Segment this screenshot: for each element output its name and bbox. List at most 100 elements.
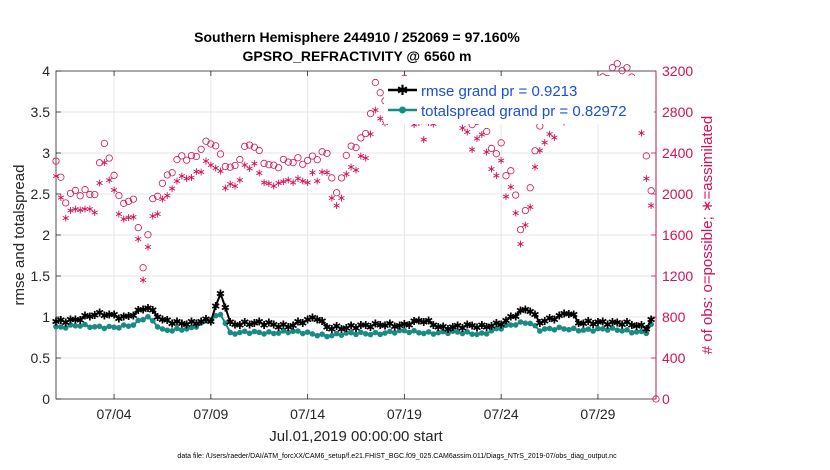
rmse-point: ✱ (453, 320, 462, 332)
obs-assimilated-marker: ∗ (351, 164, 360, 176)
obs-assimilated-marker: ∗ (66, 205, 75, 217)
rmse-point: ✱ (303, 315, 312, 327)
totalspread-point (551, 326, 558, 333)
obs-assimilated-marker: ∗ (284, 174, 293, 186)
rmse-point: ✱ (511, 311, 520, 323)
obs-possible-marker (642, 152, 650, 160)
totalspread-point (517, 319, 524, 325)
obs-possible-marker (192, 152, 200, 161)
totalspread-point (58, 324, 64, 330)
rmse-point: ✱ (550, 315, 559, 327)
obs-assimilated-marker: ∗ (492, 170, 501, 182)
obs-possible-marker (299, 160, 307, 168)
rmse-point: ✱ (322, 322, 331, 334)
obs-assimilated-marker: ∗ (516, 239, 525, 251)
obs-possible-marker (221, 162, 229, 171)
obs-assimilated-marker: ∗ (647, 200, 656, 212)
rmse-point: ✱ (226, 317, 235, 329)
rmse-point: ✱ (622, 317, 631, 329)
obs-assimilated-marker: ∗ (356, 150, 365, 162)
rmse-point: ✱ (564, 309, 573, 321)
obs-assimilated-marker: ∗ (255, 167, 264, 179)
obs-assimilated-marker: ∗ (288, 177, 297, 189)
totalspread-point (580, 327, 587, 333)
rmse-point: ✱ (129, 310, 138, 322)
obs-possible-marker (110, 171, 118, 179)
obs-possible-marker (183, 156, 191, 164)
totalspread-point (638, 328, 645, 335)
obs-assimilated-marker: ∗ (80, 203, 89, 215)
obs-assimilated-marker: ∗ (298, 176, 307, 188)
totalspread-point (82, 321, 88, 328)
obs-assimilated-marker: ∗ (322, 167, 331, 179)
obs-possible-marker (100, 139, 108, 148)
obs-assimilated-marker: ∗ (226, 178, 235, 190)
rmse-point: ✱ (463, 320, 472, 332)
y2-tick-label: 1200 (662, 268, 693, 284)
obs-possible-marker (124, 197, 133, 205)
totalspread-point (595, 325, 601, 332)
y2-axis-label: # of obs: o=possible; ∗=assimilated (699, 116, 716, 355)
rmse-point: ✱ (516, 305, 525, 317)
obs-possible-marker (95, 159, 104, 167)
y2-tick-label: 800 (662, 309, 686, 325)
totalspread-point (416, 329, 422, 336)
rmse-point: ✱ (526, 307, 535, 319)
totalspread-point (154, 324, 161, 330)
obs-assimilated-marker: ∗ (332, 200, 341, 212)
obs-assimilated-marker: ∗ (168, 183, 177, 195)
totalspread-point (488, 327, 495, 334)
totalspread-point (77, 323, 83, 329)
obs-assimilated-marker: ∗ (313, 175, 322, 187)
legend-background (384, 76, 654, 124)
rmse-point: ✱ (61, 317, 70, 329)
obs-assimilated-marker: ∗ (409, 119, 418, 131)
obs-possible-marker (260, 159, 268, 168)
obs-assimilated-marker: ∗ (197, 167, 206, 179)
obs-possible-marker (362, 129, 370, 138)
rmse-point: ✱ (245, 320, 254, 332)
obs-assimilated-marker: ∗ (293, 173, 302, 185)
rmse-point: ✱ (429, 320, 438, 332)
x-tick-label: 07/24 (484, 406, 519, 422)
obs-possible-marker (352, 144, 360, 152)
totalspread-point (570, 325, 577, 332)
rmse-point: ✱ (647, 315, 656, 327)
totalspread-point (522, 320, 529, 326)
totalspread-point (396, 327, 403, 334)
rmse-point: ✱ (288, 321, 297, 333)
obs-possible-marker (304, 156, 312, 165)
obs-possible-marker (231, 161, 239, 170)
totalspread-point (353, 331, 359, 338)
rmse-point: ✱ (351, 323, 360, 335)
totalspread-point (275, 330, 282, 336)
totalspread-point (237, 329, 243, 336)
obs-assimilated-marker: ∗ (148, 210, 157, 222)
totalspread-point (401, 327, 408, 334)
rmse-point: ✱ (477, 320, 486, 332)
x-axis-label: Jul.01,2019 00:00:00 start (269, 428, 443, 445)
totalspread-point (391, 330, 398, 336)
totalspread-point (420, 330, 427, 337)
totalspread-point (387, 328, 393, 335)
totalspread-point (377, 331, 383, 338)
totalspread-point (145, 313, 151, 320)
totalspread-point (474, 331, 480, 338)
y-tick-label: 3 (42, 145, 50, 161)
totalspread-point (125, 323, 132, 329)
totalspread-point (464, 329, 471, 335)
obs-possible-marker (323, 149, 331, 157)
y2-tick-label: 1600 (662, 227, 693, 243)
totalspread-point (556, 324, 563, 331)
y2-tick-label: 400 (662, 350, 686, 366)
totalspread-point (503, 322, 509, 329)
rmse-point: ✱ (134, 305, 143, 317)
totalspread-point (406, 329, 413, 336)
totalspread-point (435, 329, 442, 336)
obs-possible-marker (512, 191, 520, 199)
obs-possible-marker (608, 64, 617, 72)
totalspread-point (227, 329, 233, 336)
totalspread-point (333, 330, 340, 337)
rmse-point: ✱ (192, 318, 201, 330)
